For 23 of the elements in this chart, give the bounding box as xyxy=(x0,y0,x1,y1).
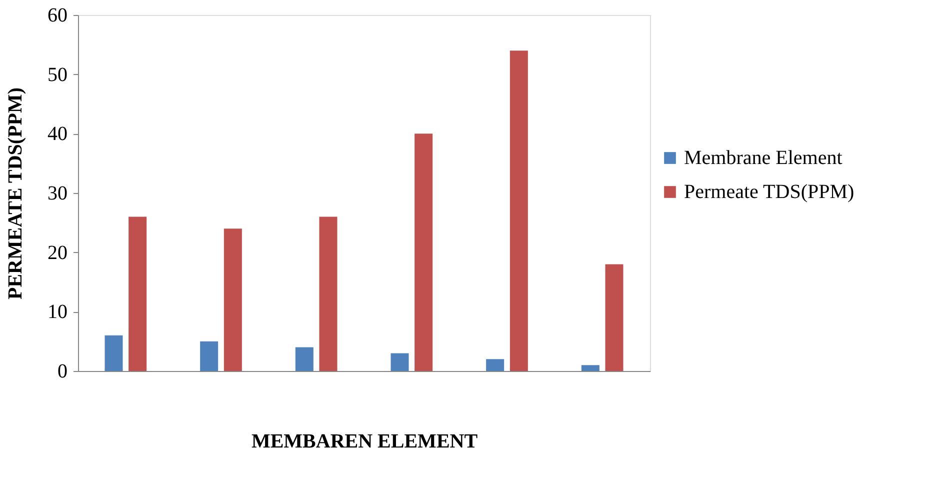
bar xyxy=(605,264,624,371)
legend-label: Membrane Element xyxy=(684,147,843,169)
bar xyxy=(581,365,600,371)
bar xyxy=(414,134,433,371)
y-tick-label: 20 xyxy=(48,242,68,264)
y-tick-label: 0 xyxy=(58,360,68,382)
y-tick-label: 60 xyxy=(48,4,68,26)
y-tick-label: 10 xyxy=(48,301,68,324)
bar xyxy=(200,341,218,371)
y-tick-label: 40 xyxy=(48,123,68,146)
bar xyxy=(295,347,314,371)
bar xyxy=(104,335,123,371)
bar xyxy=(224,228,242,371)
x-axis-title: MEMBAREN ELEMENT xyxy=(251,430,478,452)
legend-label: Permeate TDS(PPM) xyxy=(684,181,854,203)
bar xyxy=(510,50,528,371)
bar xyxy=(128,216,147,371)
bar xyxy=(319,216,338,371)
bar xyxy=(486,359,504,371)
y-tick-label: 50 xyxy=(48,64,68,86)
y-tick-label: 30 xyxy=(48,182,68,204)
y-axis-title: PERMEATE TDS(PPM) xyxy=(4,87,26,300)
bar xyxy=(390,353,409,371)
